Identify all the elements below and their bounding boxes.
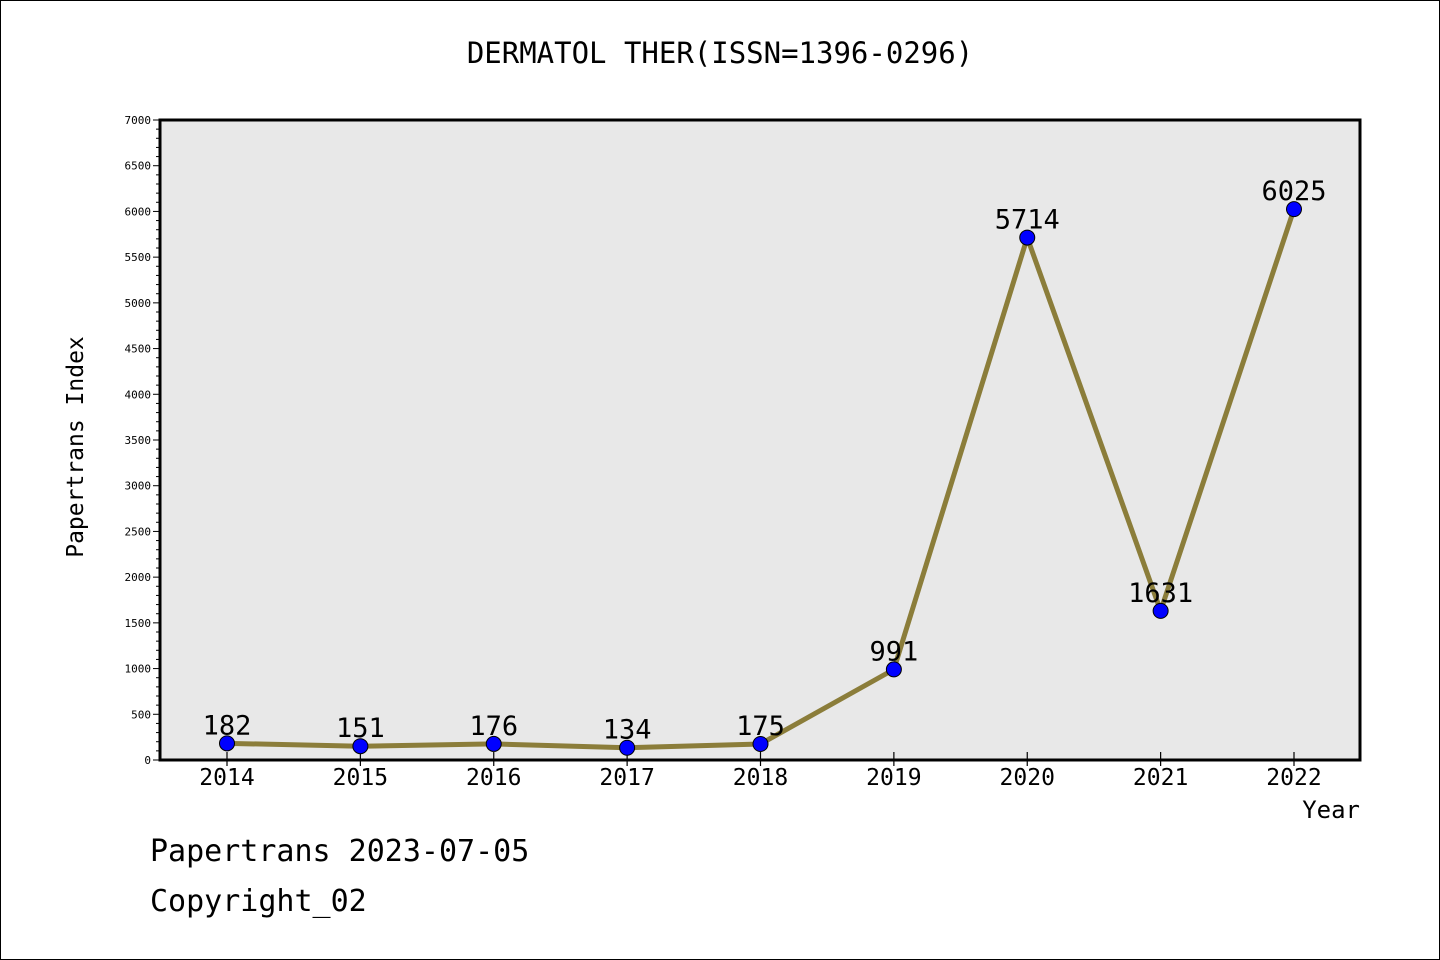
data-point xyxy=(885,661,902,678)
x-axis-label: Year xyxy=(1302,796,1360,824)
data-point xyxy=(219,735,235,752)
data-point xyxy=(352,738,369,755)
plot-area xyxy=(160,120,1360,760)
x-tick-label: 2019 xyxy=(866,765,921,791)
y-tick-label: 2500 xyxy=(125,525,152,538)
y-tick-label: 0 xyxy=(144,754,151,767)
y-tick-label: 1000 xyxy=(125,663,152,676)
data-point xyxy=(485,735,502,752)
data-label: 176 xyxy=(469,711,518,742)
y-tick-label: 500 xyxy=(131,708,151,721)
x-tick-label: 2020 xyxy=(1000,765,1055,791)
y-tick-label: 5500 xyxy=(125,251,152,264)
y-tick-label: 5000 xyxy=(125,297,152,310)
x-tick-label: 2021 xyxy=(1133,765,1188,791)
y-tick-label: 3500 xyxy=(125,434,152,447)
data-label: 151 xyxy=(336,713,385,744)
data-point xyxy=(752,736,769,752)
plot-border xyxy=(158,118,1362,762)
data-point xyxy=(1019,229,1036,246)
data-label: 991 xyxy=(869,636,918,667)
y-tick-label: 6000 xyxy=(125,205,152,218)
x-tick-label: 2018 xyxy=(733,765,788,791)
x-tick-label: 2022 xyxy=(1266,765,1321,791)
data-label: 134 xyxy=(603,715,652,746)
chart-title: DERMATOL THER(ISSN=1396-0296) xyxy=(466,36,974,70)
data-label: 5714 xyxy=(995,205,1060,236)
data-label: 1631 xyxy=(1128,578,1193,609)
footer-copyright: Copyright_02 xyxy=(150,884,367,919)
y-tick-label: 7000 xyxy=(125,114,152,127)
x-tick-label: 2017 xyxy=(599,765,654,791)
y-tick-label: 4500 xyxy=(125,343,152,356)
x-tick-label: 2014 xyxy=(199,765,254,791)
footer-date: Papertrans 2023-07-05 xyxy=(150,834,530,869)
data-point xyxy=(1152,602,1169,619)
data-label: 182 xyxy=(203,710,252,741)
data-label: 6025 xyxy=(1261,176,1326,207)
data-point xyxy=(619,739,636,756)
x-tick-label: 2016 xyxy=(466,765,521,791)
y-tick-label: 1500 xyxy=(125,617,152,630)
y-tick-label: 3000 xyxy=(125,480,152,493)
data-point xyxy=(1286,201,1302,218)
data-label: 175 xyxy=(736,711,785,742)
y-tick-label: 6500 xyxy=(125,160,152,173)
x-tick-label: 2015 xyxy=(333,765,388,791)
y-tick-label: 4000 xyxy=(125,388,152,401)
y-tick-label: 2000 xyxy=(125,571,152,584)
